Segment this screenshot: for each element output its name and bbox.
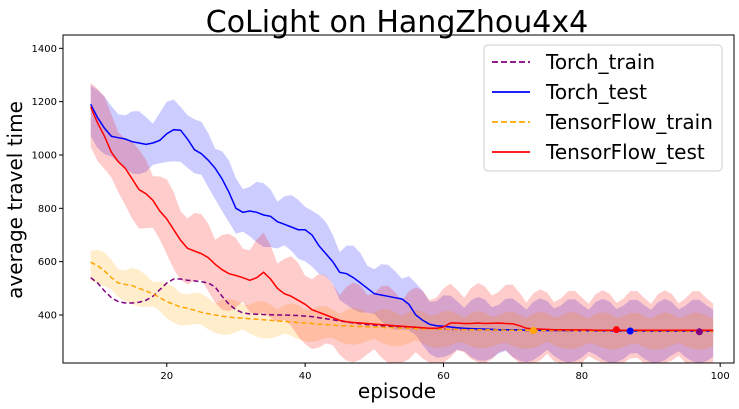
y-axis-ticks: 400 600 800 1000 1200 1400 xyxy=(32,44,63,322)
marker-torch-test xyxy=(626,327,634,335)
chart-title: CoLight on HangZhou4x4 xyxy=(206,5,588,40)
y-tick-label: 1400 xyxy=(32,44,57,55)
x-tick-label: 40 xyxy=(299,371,312,382)
series-lines xyxy=(90,103,714,333)
y-axis-label: average travel time xyxy=(3,101,27,299)
x-axis-ticks: 20 40 60 80 100 xyxy=(160,363,730,382)
marker-tensorflow-train xyxy=(529,326,537,334)
confidence-bands xyxy=(90,83,714,363)
plot-frame xyxy=(62,34,735,364)
legend-label-torch-train: Torch_train xyxy=(545,50,655,74)
legend-label-torch-test: Torch_test xyxy=(545,80,647,104)
x-tick-label: 60 xyxy=(437,371,450,382)
legend: Torch_train Torch_test TensorFlow_train Ten… xyxy=(483,44,723,172)
legend-frame xyxy=(483,44,723,172)
x-tick-label: 20 xyxy=(160,371,173,382)
x-tick-label: 100 xyxy=(711,371,730,382)
line-tensorflow-test xyxy=(90,106,714,331)
line-torch-train xyxy=(90,277,714,333)
x-axis-label: episode xyxy=(358,379,436,403)
marker-torch-train xyxy=(695,328,703,336)
y-tick-label: 400 xyxy=(38,311,57,322)
band-torch-test xyxy=(90,85,714,363)
x-tick-label: 80 xyxy=(575,371,588,382)
legend-label-tensorflow-train: TensorFlow_train xyxy=(545,110,713,134)
series-markers xyxy=(529,326,703,336)
y-tick-label: 1000 xyxy=(32,151,57,162)
y-tick-label: 600 xyxy=(38,257,57,268)
legend-label-tensorflow-test: TensorFlow_test xyxy=(545,140,705,164)
y-tick-label: 1200 xyxy=(32,97,57,108)
band-tensorflow-train xyxy=(90,249,714,350)
marker-tensorflow-test xyxy=(612,326,620,334)
band-tensorflow-test xyxy=(90,83,714,363)
y-tick-label: 800 xyxy=(38,204,57,215)
